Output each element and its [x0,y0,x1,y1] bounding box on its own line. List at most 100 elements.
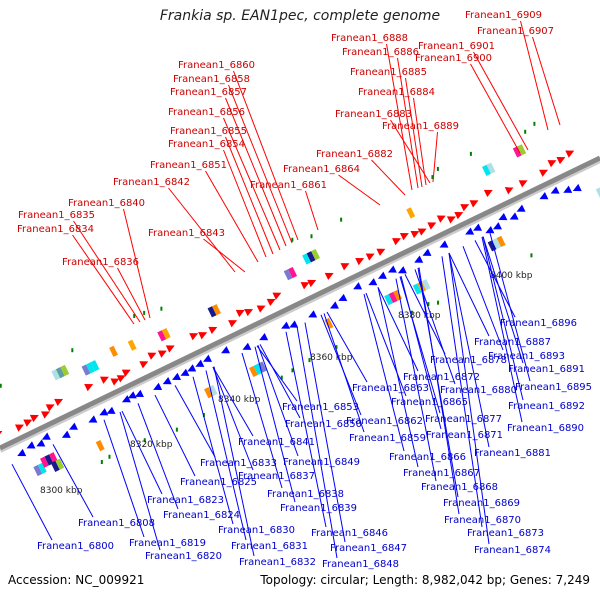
feature-block-segment [384,294,394,306]
bottom-strand-gene-label: Franean1_6824 [163,510,240,521]
arrow-shape [422,248,432,256]
top-strand-gene-arrow [29,414,39,423]
bottom-strand-gene-arrow [134,389,144,397]
feature-block-segment [161,328,171,340]
top-strand-gene-arrow [446,216,456,224]
arrow-shape [376,248,386,256]
bottom-strand-gene-arrow [172,372,182,380]
top-strand-gene-label: Franean1_6901 [418,41,495,52]
feature-block-segment [512,146,522,158]
leader-line [73,220,141,323]
arrow-shape [417,228,427,236]
top-strand-gene-label: Franean1_6857 [170,87,247,98]
tick-mark [533,121,536,126]
bottom-strand-gene-arrow [69,422,78,430]
arrow-shape [307,279,317,288]
tick-mark [143,438,146,443]
bottom-strand-gene-label: Franean1_6825 [180,477,257,488]
arrow-shape [88,415,98,423]
leader-line [304,322,346,543]
feature-block-segment [311,248,320,261]
feature-block-segment [60,364,70,377]
feature-block [487,235,506,252]
scale-tick-label: 8360 kbp [310,353,353,363]
bottom-strand-gene-label: Franean1_6872 [403,372,480,383]
leader-line [482,236,524,364]
bottom-strand-gene-arrow [439,240,449,248]
top-strand-gene-label: Franean1_6885 [350,67,427,78]
leader-line [52,444,94,518]
bottom-strand-gene-label: Franean1_6853 [282,402,359,413]
bottom-strand-gene-arrow [259,333,269,341]
leader-layer [11,20,561,559]
leader-line [225,136,274,255]
top-strand-gene-label: Franean1_6861 [250,180,327,191]
arrow-shape [180,368,190,376]
leader-line [377,287,419,468]
arrow-shape [281,321,291,329]
leader-line [386,43,413,191]
arrow-shape [493,222,502,230]
tick-mark [431,175,434,180]
tick-mark [175,427,178,432]
top-strand-gene-label: Franean1_6834 [17,224,94,235]
bottom-strand-gene-label: Franean1_6862 [346,416,423,427]
bottom-strand-gene-arrow [368,278,378,286]
feature-block-segment [486,162,496,174]
leader-line [390,119,431,184]
arrow-shape [498,212,508,221]
top-strand-gene-arrow [54,398,64,407]
arrow-shape [15,424,24,432]
leader-line [405,77,423,188]
leader-line [400,276,442,430]
arrow-shape [235,309,245,318]
tick-mark [436,166,439,171]
top-strand-gene-arrow [376,248,386,256]
tick-mark [335,345,338,350]
bottom-strand-gene-arrow [493,222,502,230]
genome-summary-text: Topology: circular; Length: 8,982,042 bp… [260,573,590,587]
arrow-shape [0,430,3,438]
feature-block [33,462,47,477]
bottom-strand-gene-label: Franean1_6831 [231,541,308,552]
arrow-shape [377,271,387,279]
bottom-strand-gene-arrow [99,408,109,416]
top-strand-gene-arrow [228,320,238,328]
tick-mark [100,460,103,465]
arrow-shape [365,253,375,261]
top-strand-gene-arrow [365,253,375,261]
top-strand-gene-arrow [355,257,365,266]
leader-line [470,63,521,154]
feature-block-segment [207,306,217,318]
top-strand-gene-label: Franean1_6858 [173,74,250,85]
feature-block [127,339,137,351]
arrow-shape [157,350,167,358]
leader-line [225,97,287,247]
bottom-strand-gene-arrow [106,406,116,414]
leader-line [205,170,259,263]
leader-line [256,345,298,402]
feature-block-segment [95,440,105,452]
feature-block-segment [40,456,49,468]
accession-text: Accession: NC_009921 [8,573,145,587]
top-strand-gene-arrow [518,180,528,188]
top-strand-gene-label: Franean1_6860 [178,60,255,71]
top-strand-gene-arrow [539,169,549,177]
feature-block-segment [496,235,506,248]
tick-mark [133,313,136,318]
tick-mark [291,237,294,242]
leader-line [192,376,234,525]
arrow-shape [242,342,252,350]
top-strand-gene-arrow [139,361,149,369]
bottom-strand-gene-arrow [221,346,231,354]
leader-line [228,84,293,244]
top-strand-gene-label: Franean1_6864 [283,164,360,175]
bottom-strand-gene-label: Franean1_6839 [280,503,357,514]
top-strand-gene-arrow [565,150,575,158]
leader-line [212,366,254,471]
bottom-strand-gene-label: Franean1_6819 [129,538,206,549]
tick-mark [437,300,440,305]
top-strand-gene-arrow [0,430,3,438]
leader-line [481,236,523,423]
arrow-shape [203,354,212,362]
